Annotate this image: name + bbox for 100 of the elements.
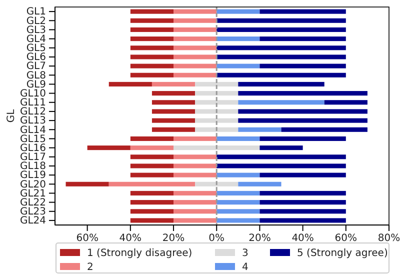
bar — [260, 190, 346, 196]
bar — [130, 154, 174, 160]
x-tick-label: 60% — [334, 233, 358, 244]
bar — [238, 100, 324, 105]
x-tick-label: 20% — [162, 233, 185, 244]
bar — [216, 46, 346, 50]
bar — [195, 82, 238, 86]
bar — [174, 154, 217, 160]
bar — [195, 100, 238, 105]
y-tick-label: GL10 — [20, 88, 46, 100]
bar — [130, 72, 174, 78]
y-tick-label: GL14 — [20, 124, 46, 136]
bar — [216, 154, 346, 160]
y-tick-label: GL13 — [20, 116, 46, 127]
bar — [216, 218, 260, 223]
bar — [130, 27, 174, 32]
bar — [130, 54, 174, 60]
bar — [108, 182, 196, 186]
y-tick-label: GL1 — [26, 6, 46, 18]
bar — [216, 54, 346, 60]
bar — [216, 72, 346, 78]
bar — [130, 18, 174, 23]
bar — [174, 200, 217, 205]
bar — [260, 146, 303, 150]
bar — [130, 136, 174, 141]
bar — [174, 164, 217, 168]
y-tick-label: GL3 — [26, 24, 46, 36]
bar — [174, 136, 217, 141]
bar — [130, 46, 174, 50]
bar — [260, 64, 346, 68]
bar — [152, 118, 196, 123]
bar — [216, 164, 346, 168]
bar — [195, 109, 238, 114]
x-tick-label: 80% — [378, 233, 400, 244]
y-tick-label: GL15 — [20, 134, 46, 145]
bar — [108, 82, 152, 86]
y-tick-label: GL22 — [20, 197, 46, 208]
x-tick-label: 40% — [119, 233, 142, 244]
legend-label: 4 — [242, 262, 248, 273]
bar — [152, 82, 196, 86]
bar — [216, 9, 260, 14]
bar — [174, 36, 217, 42]
bar — [260, 136, 346, 141]
bar — [238, 82, 324, 86]
bar — [216, 18, 346, 23]
bar — [260, 200, 346, 205]
bar — [238, 182, 282, 186]
y-tick-label: GL24 — [20, 216, 46, 227]
bar — [174, 72, 217, 78]
bar — [238, 118, 368, 123]
bar — [174, 46, 217, 50]
bar — [130, 218, 174, 223]
bar — [260, 209, 346, 214]
bar — [216, 190, 260, 196]
y-axis-title: GL — [6, 108, 17, 123]
bar — [130, 9, 174, 14]
bar — [216, 209, 260, 214]
bar — [130, 209, 174, 214]
y-tick-label: GL4 — [26, 34, 46, 45]
legend-label: 1 (Strongly disagree) — [87, 248, 192, 259]
bar — [130, 146, 174, 150]
bar — [260, 172, 346, 178]
bar — [130, 172, 174, 178]
bar — [130, 190, 174, 196]
bar — [152, 127, 196, 132]
bar — [195, 127, 238, 132]
bar — [324, 100, 368, 105]
y-tick-label: GL8 — [26, 70, 46, 82]
y-tick-label: GL16 — [20, 142, 46, 154]
bar — [216, 27, 346, 32]
bar — [130, 64, 174, 68]
bar — [238, 91, 368, 96]
bar — [195, 91, 238, 96]
x-tick-label: 60% — [76, 233, 98, 244]
bar — [216, 64, 260, 68]
bar — [195, 182, 238, 186]
bar — [260, 218, 346, 223]
bar — [260, 9, 346, 14]
x-tick-label: 20% — [248, 233, 271, 244]
bar — [152, 100, 196, 105]
bar — [174, 146, 260, 150]
legend-label: 3 — [242, 248, 248, 259]
x-tick-label: 40% — [292, 233, 314, 244]
bar — [216, 36, 260, 42]
bar — [174, 190, 217, 196]
bar — [152, 109, 196, 114]
legend-label: 5 (Strongly agree) — [297, 248, 388, 259]
y-tick-label: GL20 — [20, 179, 46, 190]
bar — [87, 146, 130, 150]
bar — [174, 64, 217, 68]
bar — [238, 109, 368, 114]
y-tick-label: GL7 — [26, 61, 46, 72]
bar — [130, 36, 174, 42]
bar — [152, 91, 196, 96]
bar — [130, 164, 174, 168]
bar — [174, 209, 217, 214]
bar — [281, 127, 368, 132]
bar — [174, 218, 217, 223]
bar — [174, 172, 217, 178]
x-tick-label: 0% — [208, 233, 225, 244]
